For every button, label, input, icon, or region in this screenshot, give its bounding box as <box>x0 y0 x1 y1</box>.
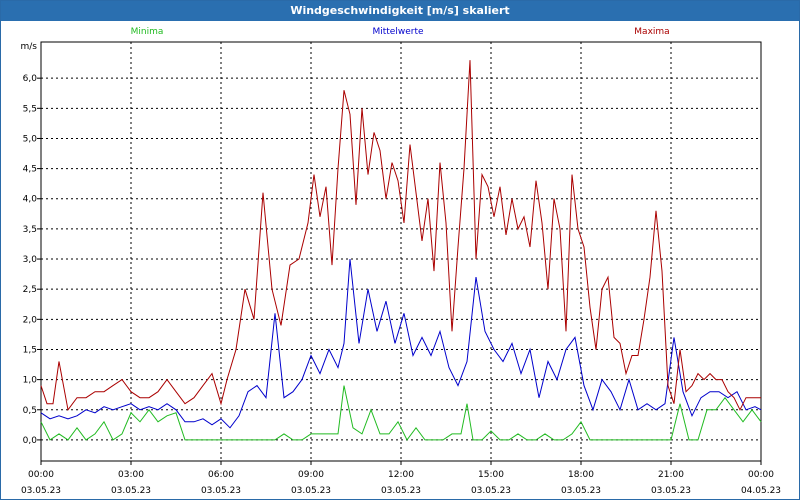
y-tick-label: 2,5 <box>23 285 37 295</box>
y-tick-label: 6,0 <box>23 74 38 84</box>
x-tick-date: 03.05.23 <box>201 486 241 496</box>
series-line-mittelwerte <box>40 258 762 429</box>
x-tick-time: 12:00 <box>388 470 414 480</box>
x-tick-time: 00:00 <box>28 470 54 480</box>
y-tick-label: 4,5 <box>23 165 37 175</box>
y-tick-label: 2,0 <box>23 315 38 325</box>
series-line-maxima <box>40 60 761 412</box>
x-tick-date: 03.05.23 <box>111 486 151 496</box>
x-tick-time: 15:00 <box>478 470 504 480</box>
x-tick-date: 03.05.23 <box>651 486 691 496</box>
legend-minima: Minima <box>131 27 164 37</box>
x-tick-time: 03:00 <box>118 470 144 480</box>
x-tick-time: 18:00 <box>568 470 594 480</box>
legend-mittelwerte: Mittelwerte <box>372 27 423 37</box>
y-tick-label: 3,0 <box>23 255 38 265</box>
y-tick-label: 0,5 <box>23 406 37 416</box>
y-tick-label: 1,0 <box>23 376 38 386</box>
x-tick-date: 03.05.23 <box>291 486 331 496</box>
y-tick-label: 5,5 <box>23 104 37 114</box>
x-tick-time: 06:00 <box>208 470 234 480</box>
x-tick-time: 00:00 <box>748 470 774 480</box>
plot-area <box>40 41 762 462</box>
x-tick-date: 03.05.23 <box>471 486 511 496</box>
y-tick-label: 4,0 <box>23 195 38 205</box>
x-tick-date: 04.05.23 <box>741 486 781 496</box>
y-tick-label: 1,5 <box>23 345 37 355</box>
x-tick-date: 03.05.23 <box>381 486 421 496</box>
y-tick-label: 3,5 <box>23 225 37 235</box>
legend-maxima: Maxima <box>634 27 669 37</box>
x-tick-time: 09:00 <box>298 470 324 480</box>
x-tick-date: 03.05.23 <box>561 486 601 496</box>
y-tick-label: 0,0 <box>23 436 38 446</box>
x-tick-date: 03.05.23 <box>21 486 61 496</box>
y-axis-label: m/s <box>21 42 38 52</box>
series-line-minima <box>40 385 762 441</box>
x-tick-time: 21:00 <box>658 470 684 480</box>
chart-title: Windgeschwindigkeit [m/s] skaliert <box>1 1 799 21</box>
y-tick-label: 5,0 <box>23 134 38 144</box>
